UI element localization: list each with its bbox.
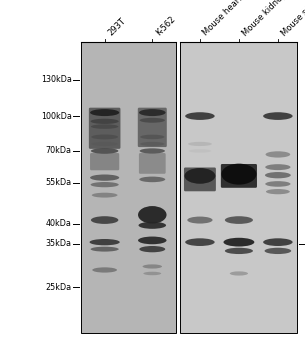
Ellipse shape bbox=[138, 222, 166, 229]
Text: 55kDa: 55kDa bbox=[45, 178, 72, 187]
Ellipse shape bbox=[138, 206, 167, 224]
Text: 35kDa: 35kDa bbox=[46, 239, 72, 248]
Ellipse shape bbox=[91, 119, 119, 124]
Ellipse shape bbox=[139, 246, 165, 252]
FancyBboxPatch shape bbox=[184, 168, 216, 191]
Ellipse shape bbox=[230, 271, 248, 275]
Ellipse shape bbox=[90, 175, 119, 181]
Ellipse shape bbox=[139, 177, 165, 182]
Text: K-562: K-562 bbox=[154, 15, 177, 38]
Ellipse shape bbox=[140, 148, 165, 154]
Ellipse shape bbox=[139, 109, 166, 116]
Text: 70kDa: 70kDa bbox=[46, 146, 72, 155]
FancyBboxPatch shape bbox=[89, 108, 120, 149]
Ellipse shape bbox=[265, 164, 291, 170]
FancyBboxPatch shape bbox=[138, 108, 167, 147]
Text: 293T: 293T bbox=[106, 17, 127, 38]
Ellipse shape bbox=[185, 112, 215, 120]
Text: Mouse heart: Mouse heart bbox=[201, 0, 245, 38]
Ellipse shape bbox=[91, 216, 118, 224]
Ellipse shape bbox=[90, 239, 120, 245]
Ellipse shape bbox=[91, 247, 119, 252]
Ellipse shape bbox=[224, 238, 254, 246]
Ellipse shape bbox=[91, 148, 118, 154]
Text: 25kDa: 25kDa bbox=[45, 283, 72, 292]
Ellipse shape bbox=[266, 189, 290, 194]
Ellipse shape bbox=[221, 164, 257, 185]
Ellipse shape bbox=[188, 142, 212, 146]
Ellipse shape bbox=[142, 264, 162, 268]
Ellipse shape bbox=[92, 193, 117, 198]
Ellipse shape bbox=[187, 217, 213, 224]
Text: Mouse kidney: Mouse kidney bbox=[240, 0, 288, 38]
Ellipse shape bbox=[91, 182, 119, 187]
Ellipse shape bbox=[264, 248, 291, 254]
Text: 100kDa: 100kDa bbox=[41, 112, 72, 121]
Text: Mouse spleen: Mouse spleen bbox=[279, 0, 305, 38]
Ellipse shape bbox=[225, 216, 253, 224]
FancyBboxPatch shape bbox=[90, 153, 119, 170]
Ellipse shape bbox=[266, 151, 290, 158]
Ellipse shape bbox=[140, 142, 164, 146]
Ellipse shape bbox=[189, 149, 211, 153]
Ellipse shape bbox=[263, 238, 292, 246]
Ellipse shape bbox=[91, 142, 118, 146]
Ellipse shape bbox=[90, 109, 119, 116]
Ellipse shape bbox=[91, 124, 118, 129]
Ellipse shape bbox=[92, 267, 117, 273]
Ellipse shape bbox=[138, 237, 167, 244]
Ellipse shape bbox=[91, 134, 118, 139]
FancyBboxPatch shape bbox=[139, 153, 166, 174]
Ellipse shape bbox=[185, 168, 215, 184]
Ellipse shape bbox=[263, 112, 292, 120]
FancyBboxPatch shape bbox=[221, 164, 257, 188]
Ellipse shape bbox=[140, 135, 164, 139]
Bar bbox=[181, 42, 297, 332]
Text: 40kDa: 40kDa bbox=[46, 219, 72, 228]
Ellipse shape bbox=[265, 172, 291, 178]
Text: 130kDa: 130kDa bbox=[41, 75, 72, 84]
Ellipse shape bbox=[143, 272, 161, 275]
Ellipse shape bbox=[140, 118, 165, 123]
Ellipse shape bbox=[225, 248, 253, 254]
Ellipse shape bbox=[265, 181, 291, 187]
Bar bbox=[81, 42, 176, 332]
Ellipse shape bbox=[185, 238, 215, 246]
